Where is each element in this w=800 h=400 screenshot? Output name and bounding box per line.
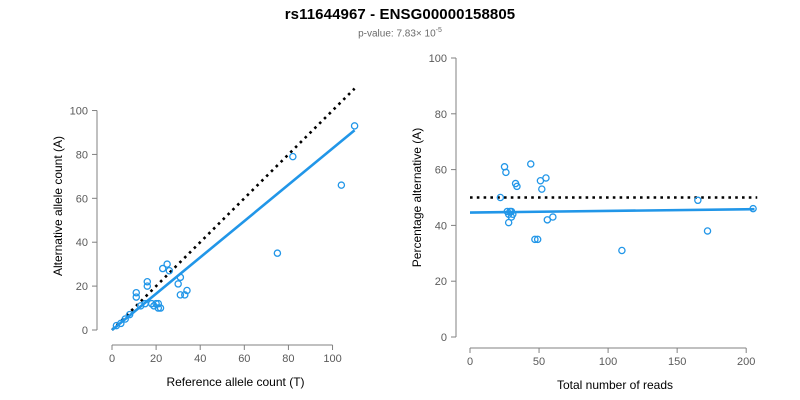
scatter-point bbox=[154, 299, 163, 308]
scatter-point bbox=[273, 249, 282, 257]
scatter-point bbox=[150, 302, 158, 310]
identity-reference bbox=[111, 87, 356, 331]
scatter-point bbox=[350, 122, 359, 130]
scatter-point bbox=[513, 182, 521, 191]
x-tick-label: 20 bbox=[150, 353, 162, 365]
figure-subtitle: p-value: 7.83× 10-5 bbox=[0, 27, 800, 39]
x-tick-label: 80 bbox=[282, 353, 294, 365]
scatter-point bbox=[504, 218, 513, 227]
x-tick-label: 0 bbox=[467, 356, 473, 368]
scatter-point bbox=[132, 293, 141, 301]
scatter-point bbox=[531, 235, 539, 244]
x-tick-label: 60 bbox=[238, 353, 250, 365]
x-axis-title-right: Total number of reads bbox=[556, 378, 674, 392]
y-tick-label: 40 bbox=[435, 220, 447, 232]
scatter-point bbox=[152, 299, 160, 308]
y-tick-label: 60 bbox=[76, 193, 88, 205]
scatter-point bbox=[618, 246, 626, 255]
x-tick-label: 100 bbox=[323, 353, 341, 365]
panel-percentage-alternative: 0 20 40 60 80 100 0 50 100 150 200 Total number of… bbox=[400, 0, 800, 400]
scatter-point bbox=[176, 273, 185, 282]
y-axis-title-left: Alternative allele count (A) bbox=[51, 135, 65, 277]
scatter-point bbox=[509, 210, 517, 218]
y-axis-title-right: Percentage alternative (A) bbox=[410, 127, 424, 268]
scatter-point bbox=[158, 264, 167, 273]
scatter-point bbox=[183, 286, 191, 295]
p-value-text: p-value: 7.83× 10 bbox=[358, 28, 436, 40]
scatter-point bbox=[527, 160, 535, 168]
x-tick-label: 100 bbox=[599, 356, 617, 368]
y-tick-label: 80 bbox=[76, 149, 88, 161]
scatter-point bbox=[749, 204, 757, 213]
scatter-point bbox=[163, 260, 171, 268]
regression-fit bbox=[111, 129, 356, 332]
scatter-point bbox=[132, 288, 141, 297]
scatter-point bbox=[154, 304, 163, 312]
percentage-alternative-scatter-plot: 0 20 40 60 80 100 0 50 100 150 200 bbox=[429, 53, 758, 368]
figure-title: rs11644967 - ENSG00000158805 bbox=[284, 6, 516, 23]
scatter-point bbox=[174, 280, 182, 288]
scatter-point bbox=[542, 174, 550, 182]
regression-fit bbox=[469, 207, 755, 214]
x-axis-title-left: Reference allele count (T) bbox=[166, 375, 305, 389]
scatter-point bbox=[538, 185, 546, 193]
y-tick-label: 100 bbox=[70, 106, 88, 118]
scatter-point bbox=[181, 291, 189, 299]
scatter-point bbox=[165, 266, 174, 275]
scatter-point bbox=[136, 302, 145, 310]
scatter-point bbox=[143, 282, 152, 290]
y-tick-label: 0 bbox=[82, 325, 88, 337]
scatter-point bbox=[502, 168, 510, 177]
y-tick-label: 100 bbox=[429, 53, 447, 65]
scatter-point bbox=[125, 310, 134, 319]
panel-allele-count: 0 20 40 60 80 100 0 20 40 60 80 100 Reference allel… bbox=[51, 87, 359, 389]
y-tick-label: 20 bbox=[76, 281, 88, 293]
scatter-point bbox=[703, 227, 712, 235]
x-tick-label: 50 bbox=[533, 356, 545, 368]
scatter-point bbox=[337, 181, 346, 189]
scatter-point bbox=[533, 235, 542, 244]
y-tick-label: 60 bbox=[435, 165, 447, 177]
y-tick-label: 80 bbox=[435, 109, 447, 121]
scatter-point bbox=[112, 321, 121, 330]
scatter-point bbox=[549, 213, 557, 221]
allele-count-scatter-plot: 0 20 40 60 80 100 0 20 40 60 80 100 bbox=[70, 87, 359, 365]
scatter-point bbox=[289, 152, 297, 161]
scatter-point bbox=[121, 315, 129, 323]
scatter-point bbox=[156, 304, 165, 312]
scatter-point bbox=[143, 277, 152, 286]
x-tick-label: 200 bbox=[737, 356, 755, 368]
x-tick-label: 40 bbox=[194, 353, 206, 365]
scatter-point bbox=[117, 319, 125, 328]
p-value-exponent: -5 bbox=[435, 27, 442, 34]
scatter-point bbox=[694, 196, 702, 205]
x-tick-label: 150 bbox=[668, 356, 686, 368]
y-tick-label: 0 bbox=[441, 332, 447, 344]
x-tick-label: 0 bbox=[109, 353, 115, 365]
y-tick-label: 40 bbox=[76, 237, 88, 249]
y-tick-label: 20 bbox=[435, 276, 447, 288]
scatter-point bbox=[496, 193, 505, 202]
scatter-point bbox=[176, 291, 185, 299]
